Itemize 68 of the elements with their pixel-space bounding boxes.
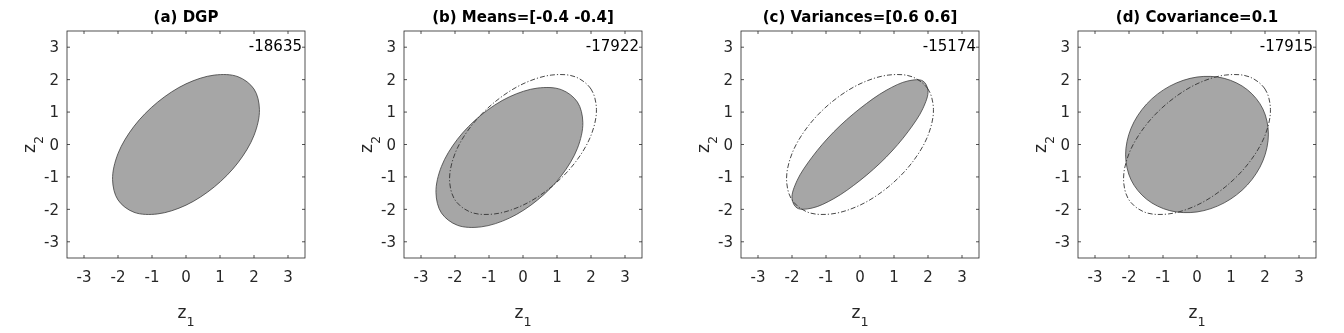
- y-tick-label: -1: [44, 168, 59, 187]
- x-tick-label: 2: [249, 268, 259, 286]
- y-tick-label: -3: [44, 233, 59, 252]
- x-tick-label: 3: [957, 268, 967, 286]
- x-tick-label: -2: [110, 268, 126, 286]
- y-tick-label: 1: [49, 103, 59, 122]
- y-tick-label: -2: [718, 200, 733, 219]
- chart-title: (b) Means=[-0.4 -0.4]: [432, 8, 614, 26]
- y-tick-label: -2: [44, 200, 59, 219]
- y-tick-label: 2: [386, 70, 396, 89]
- x-tick-label: 0: [181, 268, 191, 286]
- x-tick-label: -2: [784, 268, 800, 286]
- x-tick-label: 3: [1294, 268, 1304, 286]
- y-tick-label: 0: [1060, 135, 1070, 154]
- x-axis-title: z$_{1}$: [1188, 302, 1206, 329]
- y-tick-label: -2: [1055, 200, 1070, 219]
- annotation: -17922: [585, 37, 639, 55]
- chart-title: (c) Variances=[0.6 0.6]: [762, 8, 958, 26]
- y-tick-label: 1: [1060, 103, 1070, 122]
- x-tick-label: -2: [447, 268, 463, 286]
- x-tick-label: -3: [750, 268, 766, 286]
- x-tick-label: -3: [413, 268, 429, 286]
- x-tick-label: -1: [1155, 268, 1171, 286]
- y-tick-label: 3: [1060, 38, 1070, 57]
- y-tick-label: 0: [386, 135, 396, 154]
- y-tick-label: 2: [723, 70, 733, 89]
- annotation: -15174: [922, 37, 976, 55]
- x-tick-label: 2: [586, 268, 596, 286]
- x-tick-label: -3: [1087, 268, 1103, 286]
- x-axis-title: z$_{1}$: [177, 302, 195, 329]
- y-tick-label: -3: [381, 233, 396, 252]
- x-tick-label: 3: [283, 268, 293, 286]
- y-tick-label: 0: [723, 135, 733, 154]
- y-tick-label: -3: [1055, 233, 1070, 252]
- x-tick-label: 1: [552, 268, 562, 286]
- y-tick-label: 3: [723, 38, 733, 57]
- x-tick-label: -1: [481, 268, 497, 286]
- y-tick-label: -3: [718, 233, 733, 252]
- x-tick-label: 0: [518, 268, 528, 286]
- x-tick-label: 1: [1226, 268, 1236, 286]
- annotation: -18635: [248, 37, 302, 55]
- x-tick-label: 0: [855, 268, 865, 286]
- y-tick-label: 0: [49, 135, 59, 154]
- x-tick-label: 1: [215, 268, 225, 286]
- y-tick-label: 1: [723, 103, 733, 122]
- y-tick-label: 2: [1060, 70, 1070, 89]
- y-tick-label: -1: [381, 168, 396, 187]
- y-tick-label: 1: [386, 103, 396, 122]
- x-axis-title: z$_{1}$: [851, 302, 869, 329]
- chart-title: (a) DGP: [153, 8, 219, 26]
- x-tick-label: -2: [1121, 268, 1137, 286]
- y-tick-label: 3: [386, 38, 396, 57]
- x-axis-title: z$_{1}$: [514, 302, 532, 329]
- y-tick-label: -2: [381, 200, 396, 219]
- y-tick-label: -1: [718, 168, 733, 187]
- x-tick-label: 1: [889, 268, 899, 286]
- x-tick-label: -3: [76, 268, 92, 286]
- x-tick-label: 0: [1192, 268, 1202, 286]
- y-tick-label: 2: [49, 70, 59, 89]
- x-tick-label: 2: [923, 268, 933, 286]
- x-tick-label: 2: [1260, 268, 1270, 286]
- chart-title: (d) Covariance=0.1: [1115, 8, 1279, 26]
- y-tick-label: 3: [49, 38, 59, 57]
- x-tick-label: -1: [818, 268, 834, 286]
- annotation: -17915: [1259, 37, 1313, 55]
- y-tick-label: -1: [1055, 168, 1070, 187]
- x-tick-label: -1: [144, 268, 160, 286]
- x-tick-label: 3: [620, 268, 630, 286]
